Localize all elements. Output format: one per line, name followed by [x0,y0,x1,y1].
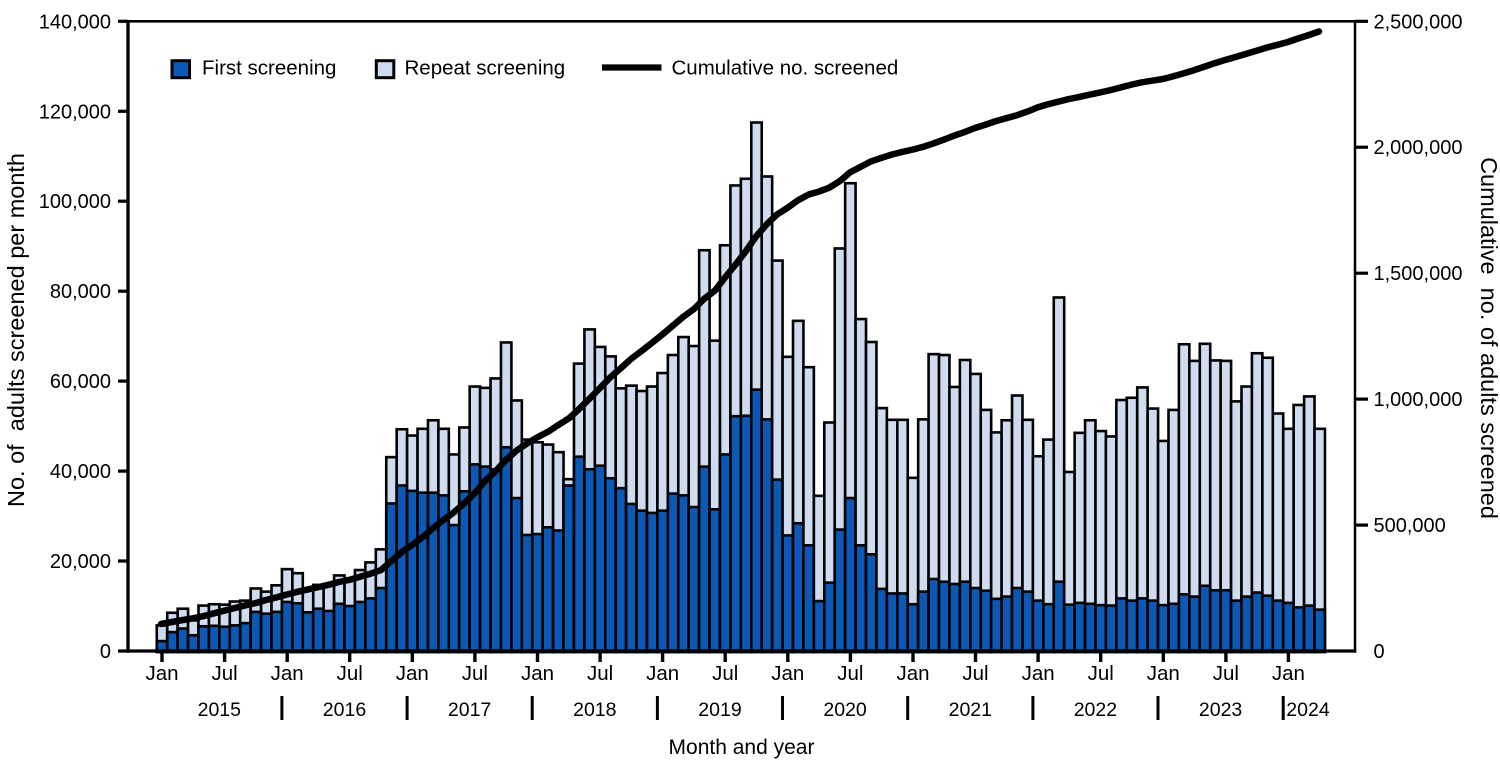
svg-text:140,000: 140,000 [39,11,111,33]
svg-text:120,000: 120,000 [39,101,111,123]
svg-text:2020: 2020 [823,699,867,721]
svg-text:20,000: 20,000 [50,551,111,573]
svg-text:Jan: Jan [646,662,679,685]
svg-text:40,000: 40,000 [50,461,111,483]
svg-text:2021: 2021 [949,699,992,721]
svg-text:2018: 2018 [573,699,616,721]
svg-text:Jan: Jan [145,662,178,685]
svg-text:500,000: 500,000 [1374,515,1446,537]
svg-text:Jan: Jan [1147,662,1180,685]
svg-text:Jan: Jan [271,662,304,685]
svg-text:Jul: Jul [462,662,488,685]
svg-text:100,000: 100,000 [39,191,111,213]
svg-text:2022: 2022 [1074,699,1117,721]
svg-text:2,500,000: 2,500,000 [1374,11,1463,33]
svg-text:Month and year: Month and year [669,736,815,759]
svg-text:Jan: Jan [521,662,554,685]
svg-text:0: 0 [1374,641,1385,663]
svg-text:2019: 2019 [698,699,741,721]
svg-text:Jul: Jul [837,662,863,685]
svg-text:2024: 2024 [1286,699,1330,721]
svg-text:0: 0 [100,641,111,663]
svg-text:80,000: 80,000 [50,281,111,303]
svg-text:Jan: Jan [1022,662,1055,685]
svg-text:2016: 2016 [323,699,366,721]
svg-text:Cumulative no. screened: Cumulative no. screened [672,57,899,80]
svg-text:Jul: Jul [211,662,237,685]
svg-text:Repeat screening: Repeat screening [405,57,566,80]
svg-text:Jul: Jul [1213,662,1239,685]
svg-text:Jan: Jan [896,662,929,685]
svg-text:Jan: Jan [771,662,804,685]
svg-text:1,500,000: 1,500,000 [1374,263,1463,285]
svg-text:Jul: Jul [587,662,613,685]
svg-text:2,000,000: 2,000,000 [1374,137,1463,159]
svg-text:Jan: Jan [1272,662,1305,685]
svg-text:Jul: Jul [1088,662,1114,685]
svg-text:2017: 2017 [448,699,491,721]
svg-text:No. of adults screened per mo: No. of adults screened per month [3,153,29,507]
svg-text:2015: 2015 [198,699,242,721]
svg-text:2023: 2023 [1199,699,1242,721]
svg-text:1,000,000: 1,000,000 [1374,389,1463,411]
svg-text:60,000: 60,000 [50,371,111,393]
svg-text:Jul: Jul [712,662,738,685]
svg-text:Jan: Jan [396,662,429,685]
svg-text:First screening: First screening [202,57,336,80]
svg-text:Cumulative no. of adults scre: Cumulative no. of adults screened [1476,157,1500,519]
svg-text:Jul: Jul [337,662,363,685]
svg-text:Jul: Jul [962,662,988,685]
